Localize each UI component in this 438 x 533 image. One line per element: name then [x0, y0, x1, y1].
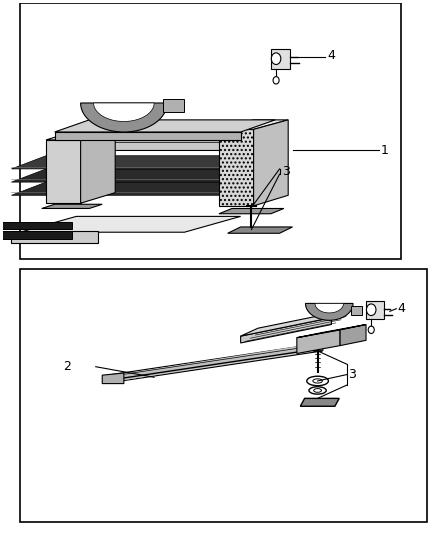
- Text: 2: 2: [64, 360, 71, 373]
- Polygon shape: [240, 318, 332, 343]
- Polygon shape: [115, 343, 314, 382]
- Polygon shape: [94, 103, 154, 122]
- Bar: [20, 3, 401, 259]
- Polygon shape: [81, 130, 115, 203]
- Circle shape: [271, 53, 281, 64]
- Polygon shape: [271, 49, 290, 69]
- Polygon shape: [102, 373, 124, 384]
- Text: 4: 4: [397, 302, 405, 315]
- Polygon shape: [11, 169, 254, 182]
- Circle shape: [368, 326, 374, 334]
- Polygon shape: [46, 130, 115, 140]
- Text: 4: 4: [327, 49, 335, 62]
- Polygon shape: [42, 204, 102, 208]
- Polygon shape: [0, 222, 72, 229]
- Polygon shape: [111, 343, 323, 383]
- Bar: [163, 99, 184, 112]
- Polygon shape: [254, 120, 288, 206]
- Polygon shape: [315, 303, 343, 313]
- Polygon shape: [46, 138, 262, 150]
- Polygon shape: [46, 140, 81, 203]
- Polygon shape: [219, 208, 284, 214]
- Polygon shape: [11, 156, 254, 169]
- Bar: [20, 269, 427, 522]
- Polygon shape: [11, 231, 98, 243]
- Polygon shape: [46, 130, 262, 142]
- Polygon shape: [81, 103, 167, 132]
- Text: 3: 3: [348, 368, 356, 381]
- Circle shape: [367, 304, 376, 316]
- Polygon shape: [300, 398, 339, 406]
- Polygon shape: [11, 182, 254, 195]
- Circle shape: [273, 77, 279, 84]
- Ellipse shape: [309, 387, 326, 394]
- Polygon shape: [228, 227, 293, 233]
- Polygon shape: [297, 330, 340, 353]
- Polygon shape: [55, 132, 240, 140]
- Polygon shape: [20, 216, 240, 232]
- Polygon shape: [305, 303, 353, 320]
- Bar: [351, 305, 362, 315]
- Polygon shape: [0, 231, 72, 239]
- Text: 1: 1: [381, 144, 389, 157]
- Polygon shape: [240, 310, 349, 336]
- Polygon shape: [55, 120, 275, 132]
- Polygon shape: [297, 325, 366, 338]
- Polygon shape: [340, 325, 366, 345]
- Ellipse shape: [314, 389, 321, 392]
- Ellipse shape: [307, 376, 328, 386]
- Polygon shape: [219, 120, 288, 130]
- Text: 3: 3: [282, 165, 290, 178]
- Polygon shape: [219, 130, 254, 206]
- Polygon shape: [366, 301, 384, 319]
- Ellipse shape: [313, 379, 322, 383]
